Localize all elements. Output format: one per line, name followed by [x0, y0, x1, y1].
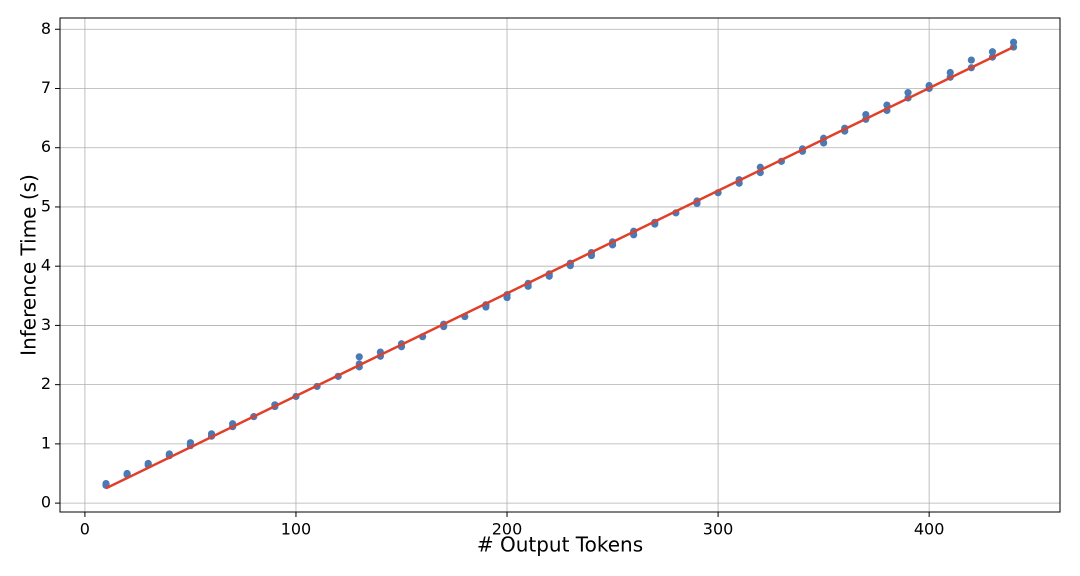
- scatter-point: [862, 110, 870, 119]
- x-tick-label: 300: [703, 520, 734, 539]
- y-tick-label: 3: [41, 315, 51, 334]
- scatter-point: [186, 439, 195, 447]
- scatter-point: [123, 469, 131, 478]
- x-tick-label: 400: [914, 520, 945, 539]
- y-axis-label: Inference Time (s): [17, 174, 41, 356]
- y-tick-label: 0: [41, 493, 51, 512]
- y-tick-label: 8: [41, 19, 51, 38]
- x-tick-label: 100: [281, 520, 312, 539]
- y-tick-label: 4: [41, 256, 51, 275]
- x-tick-label: 0: [80, 520, 90, 539]
- scatter-point: [1009, 38, 1018, 46]
- scatter-point: [102, 479, 110, 488]
- y-tick-label: 5: [41, 196, 51, 215]
- scatter-point: [904, 89, 912, 97]
- y-tick-label: 7: [41, 78, 51, 97]
- x-axis-label: # Output Tokens: [477, 533, 643, 557]
- scatter-point: [946, 68, 954, 77]
- x-tick-label: 200: [492, 520, 523, 539]
- y-tick-label: 1: [41, 433, 51, 452]
- scatter-point: [967, 56, 975, 64]
- plot-frame: [59, 17, 1061, 513]
- scatter-point: [144, 459, 152, 468]
- scatter-point: [988, 48, 997, 56]
- scatter-point: [355, 353, 363, 361]
- y-tick-label: 6: [41, 137, 51, 156]
- y-tick-label: 2: [41, 374, 51, 393]
- fit-line: [105, 45, 1015, 490]
